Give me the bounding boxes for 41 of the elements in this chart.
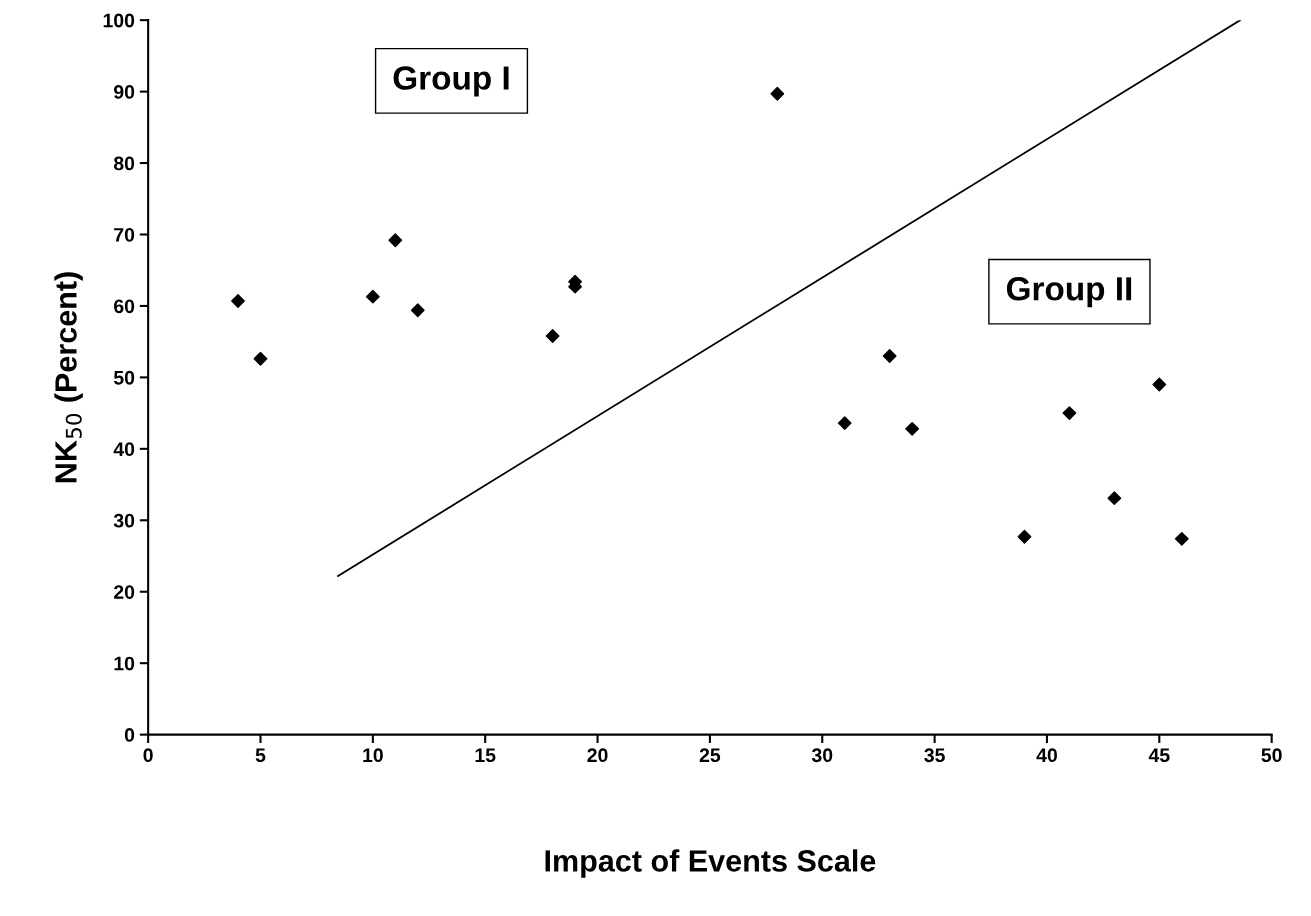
x-tick-label: 45 <box>1148 748 1170 763</box>
point <box>837 416 852 431</box>
x-tick-label: 15 <box>475 748 496 763</box>
point <box>410 303 425 318</box>
point <box>388 233 403 248</box>
point <box>1107 491 1122 506</box>
y-tick-label: 60 <box>114 299 135 314</box>
point <box>1062 406 1077 421</box>
x-tick-label: 50 <box>1261 748 1282 763</box>
point <box>231 294 245 308</box>
annotation: Group II <box>1006 277 1132 308</box>
x-tick-label: 10 <box>363 748 383 763</box>
y-tick-label: 80 <box>113 156 135 171</box>
y-tick-label: 40 <box>113 442 135 457</box>
point <box>882 349 897 363</box>
annotation: Group I <box>393 66 509 97</box>
point <box>253 351 268 366</box>
y-tick-label: 70 <box>114 227 135 242</box>
x-tick-label: 30 <box>811 748 833 763</box>
x-tick-label: 0 <box>143 748 153 763</box>
point <box>1174 531 1189 546</box>
x-tick-label: 25 <box>699 748 721 763</box>
point <box>365 289 380 304</box>
point <box>905 421 920 436</box>
x-tick-label: 5 <box>255 748 266 763</box>
point <box>770 86 785 101</box>
x-tick-label: 35 <box>924 748 945 763</box>
y-tick-label: 90 <box>114 85 135 99</box>
y-tick-label: 30 <box>113 513 135 528</box>
x-tick-label: 40 <box>1036 748 1057 763</box>
y-tick-label: 100 <box>103 13 135 28</box>
y-tick-label: 10 <box>114 656 135 671</box>
x-tick-label: 20 <box>587 748 608 763</box>
y-axis-title: NK$_{50}$ (Percent) <box>54 272 83 483</box>
y-tick-label: 0 <box>124 728 135 742</box>
point <box>1017 529 1032 544</box>
point <box>1152 377 1167 392</box>
y-tick-label: 20 <box>114 585 135 599</box>
x-axis-title: Impact of Events Scale <box>545 849 876 878</box>
point <box>545 329 560 343</box>
y-tick-label: 50 <box>113 370 135 385</box>
